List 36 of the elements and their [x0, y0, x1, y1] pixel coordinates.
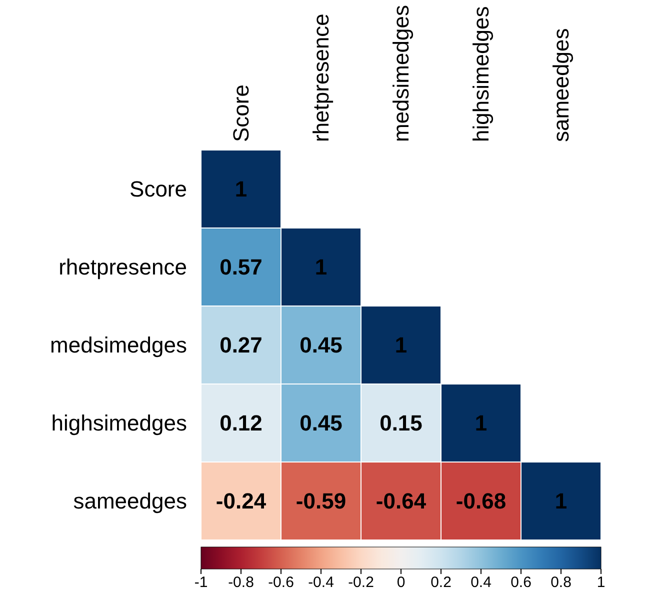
color-bar-label: -0.6: [268, 574, 294, 591]
y-tick-label: Score: [130, 176, 187, 202]
data-label: 0.45: [300, 332, 342, 358]
data-label: 1: [474, 410, 488, 436]
y-tick-label: medsimedges: [50, 332, 187, 358]
color-bar-label: -0.2: [348, 574, 374, 591]
color-bar-label: 0: [396, 574, 406, 591]
color-bar-label: 0.8: [550, 574, 572, 591]
data-label: -0.68: [456, 488, 506, 514]
color-bar-label: 0.6: [510, 574, 532, 591]
color-bar-label: 1: [596, 574, 606, 591]
color-bar-label: 0.4: [470, 574, 492, 591]
data-label: 1: [554, 488, 568, 514]
x-tick-label: rhetpresence: [308, 14, 334, 142]
data-label: -0.59: [296, 488, 346, 514]
color-bar-label: -1: [194, 574, 208, 591]
y-tick-label: highsimedges: [51, 410, 187, 436]
data-label: 0.57: [220, 254, 262, 280]
data-label: 0.45: [300, 410, 342, 436]
data-label: 0.27: [220, 332, 262, 358]
color-bar-label: -0.4: [308, 574, 334, 591]
x-tick-label: Score: [228, 84, 254, 142]
data-label: 0.15: [380, 410, 422, 436]
x-tick-label: highsimedges: [468, 6, 494, 142]
data-label: -0.24: [216, 488, 267, 514]
data-label: 0.12: [220, 410, 262, 436]
color-bar-label: 0.2: [430, 574, 452, 591]
data-label: 1: [394, 332, 408, 358]
data-label: 1: [234, 176, 248, 202]
y-tick-label: rhetpresence: [58, 254, 187, 280]
x-tick-label: sameedges: [548, 28, 574, 142]
color-bar-label: -0.8: [228, 574, 254, 591]
x-tick-label: medsimedges: [388, 5, 414, 142]
data-label: -0.64: [376, 488, 427, 514]
data-label: 1: [314, 254, 328, 280]
y-tick-label: sameedges: [73, 488, 187, 514]
